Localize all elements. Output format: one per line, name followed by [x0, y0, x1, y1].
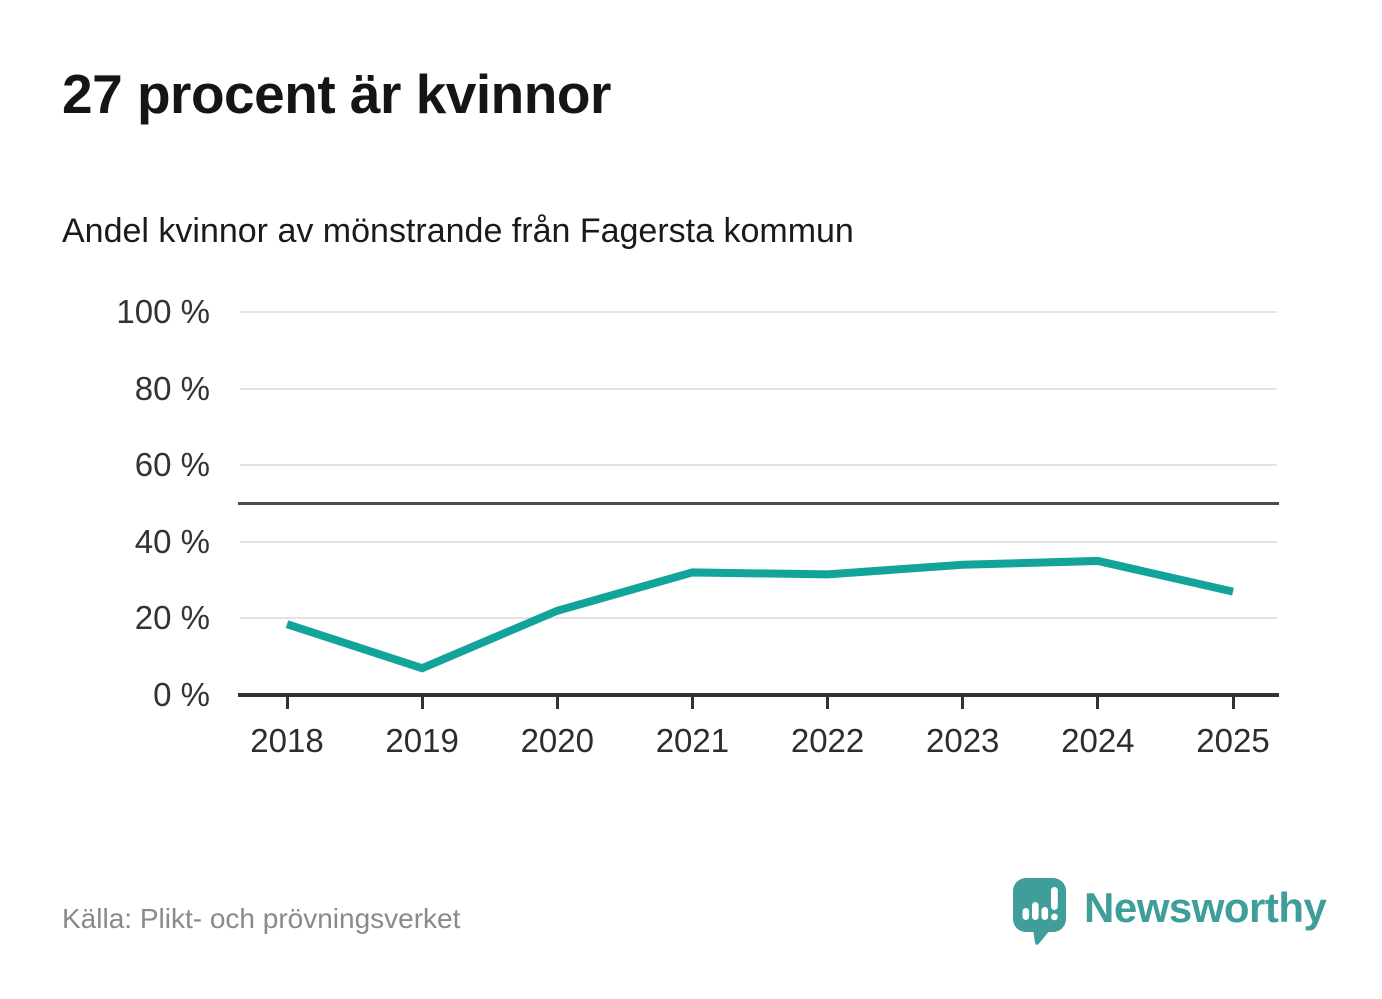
x-axis-tick: [1231, 697, 1235, 709]
x-axis-label: 2020: [520, 722, 594, 759]
x-axis-label: 2021: [655, 722, 730, 759]
headline: 27 procent är kvinnor: [62, 63, 611, 125]
gridline: [240, 540, 1277, 543]
source-note: Källa: Plikt- och prövningsverket: [62, 903, 461, 934]
newsworthy-logo-text: Newsworthy: [1084, 884, 1327, 931]
y-axis-label: 40 %: [134, 522, 210, 560]
x-axis-label: 2024: [1061, 722, 1135, 759]
x-axis-tick: [961, 697, 965, 709]
x-axis-tick: [555, 697, 559, 709]
x-axis-label: 2019: [385, 722, 459, 759]
chart-subtitle: Andel kvinnor av mönstrande från Fagerst…: [62, 212, 854, 250]
y-axis-label: 0 %: [153, 676, 210, 713]
y-axis-label: 100 %: [116, 293, 210, 330]
x-axis-tick: [285, 697, 289, 709]
x-axis-label: 2022: [790, 722, 865, 759]
y-axis-label: 60 %: [134, 446, 210, 484]
x-axis-tick: [420, 697, 424, 709]
reference-line-50: [238, 502, 1279, 505]
x-axis-line: [238, 693, 1279, 697]
y-axis-label: 80 %: [134, 369, 210, 407]
newsworthy-logo: Newsworthy: [1012, 878, 1327, 946]
gridline: [240, 387, 1277, 390]
x-axis-tick: [826, 697, 830, 709]
gridline: [240, 311, 1277, 313]
gridline: [240, 464, 1277, 467]
x-axis-tick: [690, 697, 694, 709]
x-axis-tick: [1096, 697, 1100, 709]
gridline: [240, 617, 1277, 620]
newsworthy-logo-icon: [1013, 878, 1066, 945]
y-axis-label: 20 %: [134, 599, 210, 637]
x-axis-label: 2018: [250, 722, 324, 759]
x-axis-label: 2023: [925, 722, 1000, 759]
x-axis-label: 2025: [1196, 722, 1270, 759]
